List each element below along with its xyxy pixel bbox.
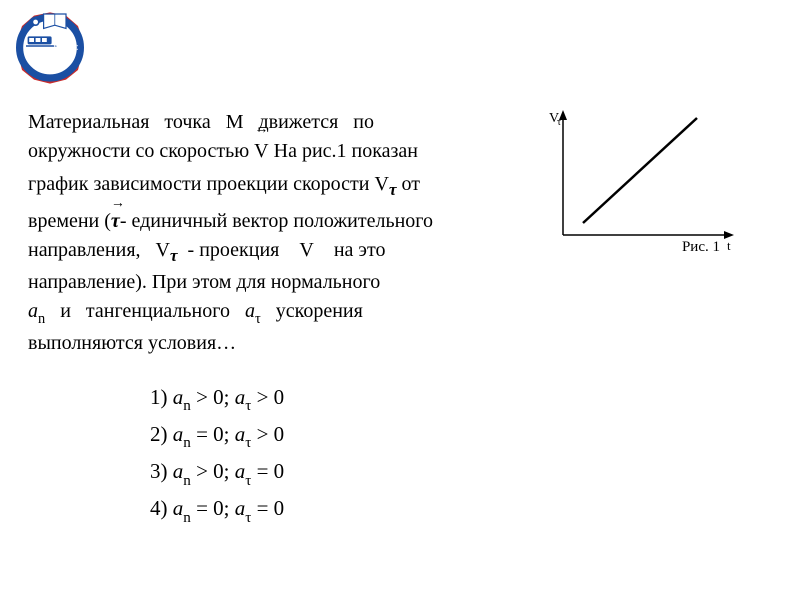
figure-1: V τ t Рис. 1 [545,108,740,258]
problem-text: Материальная точка M движется по окружно… [28,108,538,358]
answer-option-1: 1) an > 0; aτ > 0 [150,382,780,417]
v-vector-symbol: → V [254,137,268,166]
svg-text:τ: τ [557,117,561,128]
text-frag: направление). При этом для нормального [28,271,380,293]
answer-option-2: 2) an = 0; aτ > 0 [150,419,780,454]
vtau-symbol: Vτ [374,173,396,195]
text-frag: Материальная точка M движется по [28,111,374,133]
text-frag: график зависимости проекции скорости [28,173,369,195]
answer-option-3: 3) an > 0; aτ = 0 [150,456,780,491]
content-area: V τ t Рис. 1 Материальная точка M движет… [28,108,780,531]
vtau-symbol-2: Vτ [156,239,178,261]
answer-option-4: 4) an = 0; aτ = 0 [150,493,780,528]
svg-text:РГУПС: РГУПС [53,44,78,52]
answer-options: 1) an > 0; aτ > 0 2) an = 0; aτ > 0 3) a… [150,382,780,528]
text-frag: направления, [28,239,156,261]
text-frag: - единичный вектор положительного [120,210,433,232]
text-frag: на это [314,239,386,261]
figure-caption: Рис. 1 [682,239,720,256]
university-logo: РГУПС [10,6,90,86]
text-frag: - проекция [178,239,300,261]
text-frag: выполняются условия… [28,332,236,354]
text-frag: и тангенциального [45,300,245,322]
x-axis-label: t [727,238,731,253]
text-frag: ускорения [261,300,363,322]
text-frag: времени ( [28,210,111,232]
text-frag: окружности со скоростью [28,140,249,162]
tau-vector-symbol: →τ [111,207,120,236]
text-frag: На рис.1 показан [274,140,418,162]
text-frag: от [401,173,419,195]
